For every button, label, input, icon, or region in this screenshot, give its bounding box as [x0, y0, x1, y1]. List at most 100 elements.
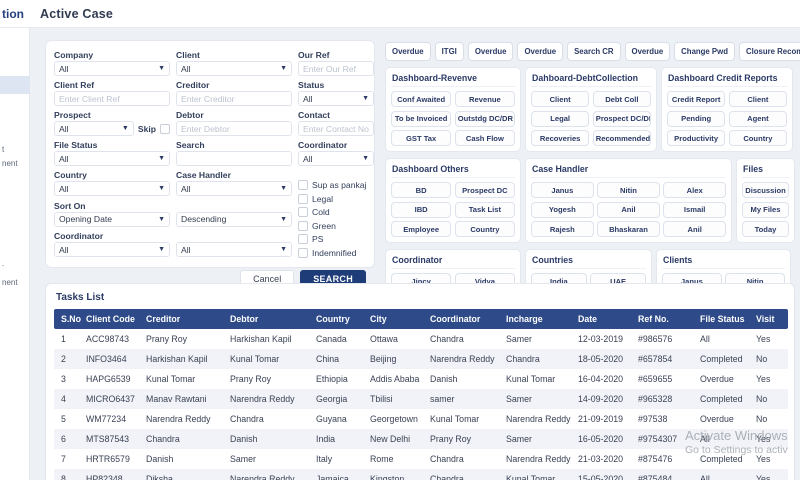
quick-button[interactable]: ITGI [434, 42, 464, 61]
group-button[interactable]: Janus [531, 182, 594, 198]
group-button[interactable]: Today [742, 221, 789, 237]
group-button[interactable]: Conf Awaited [391, 91, 452, 107]
client-ref-input[interactable] [59, 93, 165, 104]
group-button[interactable]: Yogesh [531, 201, 594, 218]
group-button[interactable]: Revenue [454, 91, 515, 107]
debtor-input[interactable] [181, 123, 287, 134]
quick-button[interactable]: Overdue [385, 42, 431, 61]
group-button[interactable]: Credit Report [667, 91, 726, 107]
table-row[interactable]: 7 HRTR6579 Danish Samer Italy Rome Chandra Nare… [54, 449, 788, 469]
group-button[interactable]: Prospect DC [454, 182, 515, 198]
table-row[interactable]: 3 HAPG6539 Kunal Tomar Prany Roy Ethiopia Add… [54, 369, 788, 389]
client-select[interactable]: All ▼ [176, 61, 292, 76]
table-row[interactable]: 4 MICRO6437 Manav Rawtani Narendra Reddy Geo… [54, 389, 788, 409]
group-button[interactable]: Outstdg DC/DR [454, 110, 515, 127]
sidebar-active-item[interactable] [0, 76, 30, 94]
file-status-label: File Status [54, 140, 98, 150]
prospect-select[interactable]: All ▼ [54, 121, 134, 136]
group-button[interactable]: My Files [742, 201, 789, 218]
group-button[interactable]: Pending [667, 110, 726, 127]
sidebar-item-fragment[interactable]: . [2, 259, 5, 268]
table-cell: 7 [61, 454, 66, 464]
table-cell: Samer [230, 454, 256, 464]
sidebar-item-fragment[interactable]: t [2, 145, 5, 154]
group-button[interactable]: BD [391, 182, 452, 198]
table-row[interactable]: 1 ACC98743 Prany Roy Harkishan Kapil Canada O… [54, 329, 788, 349]
group-button[interactable]: Cash Flow [454, 130, 515, 146]
group-button[interactable]: Agent [728, 110, 787, 127]
flag-checkbox[interactable] [298, 180, 308, 190]
company-select[interactable]: All ▼ [54, 61, 170, 76]
sidebar-item-fragment[interactable]: nent [2, 278, 18, 287]
contact-input[interactable] [303, 123, 369, 134]
table-cell: Chandra [146, 434, 180, 444]
flag-checkbox[interactable] [298, 234, 308, 244]
table-cell: Kingston [370, 474, 405, 480]
table-cell: Yes [756, 374, 771, 384]
group-button[interactable]: To be Invoiced [391, 110, 452, 127]
column-header: Ref No. [634, 309, 696, 329]
coordinator-select[interactable]: All ▼ [298, 151, 374, 166]
group-button[interactable]: Task List [454, 201, 515, 218]
table-cell: WM77234 [86, 414, 127, 424]
creditor-input[interactable] [181, 93, 287, 104]
group-button[interactable]: IBD [391, 201, 452, 218]
table-cell: Chandra [430, 474, 464, 480]
quick-button[interactable]: Closure Recommended [738, 42, 800, 61]
quick-button[interactable]: Search CR [567, 42, 621, 61]
group-button[interactable]: Ismail [663, 201, 726, 218]
table-row[interactable]: 8 HP82348 Diksha Narendra Reddy Jamaica Kings… [54, 469, 788, 480]
group-button[interactable]: Recoveries [531, 130, 590, 146]
case-handler-label: Case Handler [176, 170, 231, 180]
search-input[interactable] [181, 153, 287, 164]
table-row[interactable]: 6 MTS87543 Chandra Danish India New Delhi Pran… [54, 429, 788, 449]
group-button[interactable]: Client [531, 91, 590, 107]
coordinator2-select[interactable]: All ▼ [54, 242, 170, 257]
group-button[interactable]: Rajesh [531, 221, 594, 237]
flag-checkbox[interactable] [298, 220, 308, 231]
group-button[interactable]: Bhaskaran [597, 221, 660, 237]
group-button[interactable]: Recommended [592, 130, 651, 146]
status-select[interactable]: All ▼ [298, 91, 374, 106]
sort-on-select[interactable]: Opening Date ▼ [54, 211, 170, 227]
table-cell: Georgetown [370, 414, 418, 424]
quick-button[interactable]: Overdue [624, 42, 671, 61]
flag-checkbox[interactable] [298, 207, 308, 217]
skip-checkbox[interactable] [160, 123, 170, 134]
case-handler-select[interactable]: All ▼ [176, 181, 292, 196]
quick-button[interactable]: Change Pwd [674, 42, 735, 61]
group-button[interactable]: Discussion [742, 182, 789, 198]
table-cell: China [316, 354, 339, 364]
our-ref-input[interactable] [303, 63, 369, 74]
country-select[interactable]: All ▼ [54, 181, 170, 196]
table-cell: Kunal Tomar [430, 414, 480, 424]
group-button[interactable]: Anil [663, 221, 726, 237]
coordinator2b-select[interactable]: All ▼ [176, 242, 292, 257]
table-cell: No [756, 414, 768, 424]
group-button[interactable]: Country [728, 130, 787, 146]
group-button[interactable]: Productivity [667, 130, 726, 146]
quick-button[interactable]: Overdue [467, 42, 514, 61]
group-button[interactable]: Legal [531, 110, 590, 127]
sort-direction-select[interactable]: Descending ▼ [176, 211, 292, 227]
group-button[interactable]: GST Tax [391, 130, 452, 146]
group-button[interactable]: Debt Coll [592, 91, 651, 107]
flag-checkbox[interactable] [298, 193, 308, 204]
table-cell: Yes [756, 474, 771, 480]
group-button[interactable]: Anil [597, 201, 660, 218]
group-button[interactable]: Prospect DC/DR [592, 110, 651, 127]
nav-item-partial[interactable]: tion [2, 7, 24, 21]
file-status-select[interactable]: All ▼ [54, 151, 170, 166]
group-button[interactable]: Employee [391, 221, 452, 237]
quick-button[interactable]: Overdue [517, 42, 564, 61]
group-button[interactable]: Alex [663, 182, 726, 198]
table-row[interactable]: 2 INFO3464 Harkishan Kapil Kunal Tomar China… [54, 349, 788, 369]
group-button[interactable]: Nitin [597, 182, 660, 198]
group-button[interactable]: Client [728, 91, 787, 107]
group-button[interactable]: Country [454, 221, 515, 237]
table-row[interactable]: 5 WM77234 Narendra Reddy Chandra Guyana Georg… [54, 409, 788, 429]
table-cell: 16-05-2020 [578, 434, 623, 444]
sidebar-item-fragment[interactable]: nent [2, 159, 18, 168]
flag-checkbox[interactable] [298, 247, 308, 258]
client-ref-field: Client Ref [54, 80, 170, 106]
